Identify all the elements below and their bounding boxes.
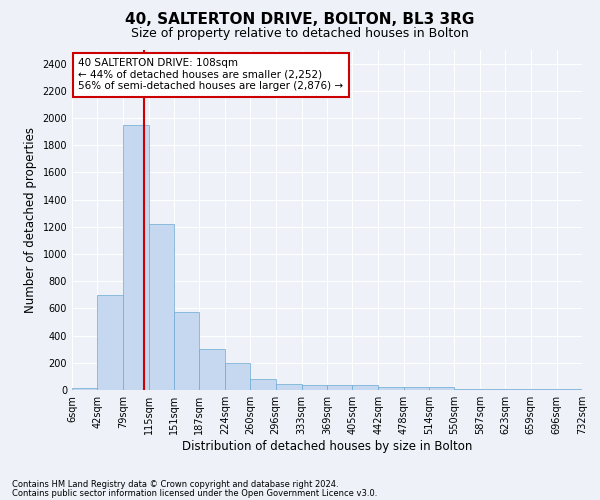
Bar (327, 385, 352, 390)
Bar (174, 312, 199, 390)
Bar (276, 384, 302, 390)
Bar (199, 348, 225, 390)
Bar (429, 388, 454, 390)
Bar (225, 363, 250, 390)
Text: 40, SALTERTON DRIVE, BOLTON, BL3 3RG: 40, SALTERTON DRIVE, BOLTON, BL3 3RG (125, 12, 475, 28)
Bar (404, 388, 429, 390)
Bar (378, 388, 404, 390)
Bar (72, 388, 97, 390)
Text: Size of property relative to detached houses in Bolton: Size of property relative to detached ho… (131, 28, 469, 40)
Bar (123, 125, 149, 390)
Y-axis label: Number of detached properties: Number of detached properties (24, 127, 37, 313)
Bar (352, 385, 378, 390)
Bar (149, 224, 174, 390)
Text: Contains HM Land Registry data © Crown copyright and database right 2024.: Contains HM Land Registry data © Crown c… (12, 480, 338, 489)
Bar (250, 379, 276, 390)
Text: Contains public sector information licensed under the Open Government Licence v3: Contains public sector information licen… (12, 488, 377, 498)
Text: 40 SALTERTON DRIVE: 108sqm
← 44% of detached houses are smaller (2,252)
56% of s: 40 SALTERTON DRIVE: 108sqm ← 44% of deta… (79, 58, 343, 92)
Bar (97, 295, 123, 390)
Bar (302, 385, 327, 390)
X-axis label: Distribution of detached houses by size in Bolton: Distribution of detached houses by size … (182, 440, 472, 453)
